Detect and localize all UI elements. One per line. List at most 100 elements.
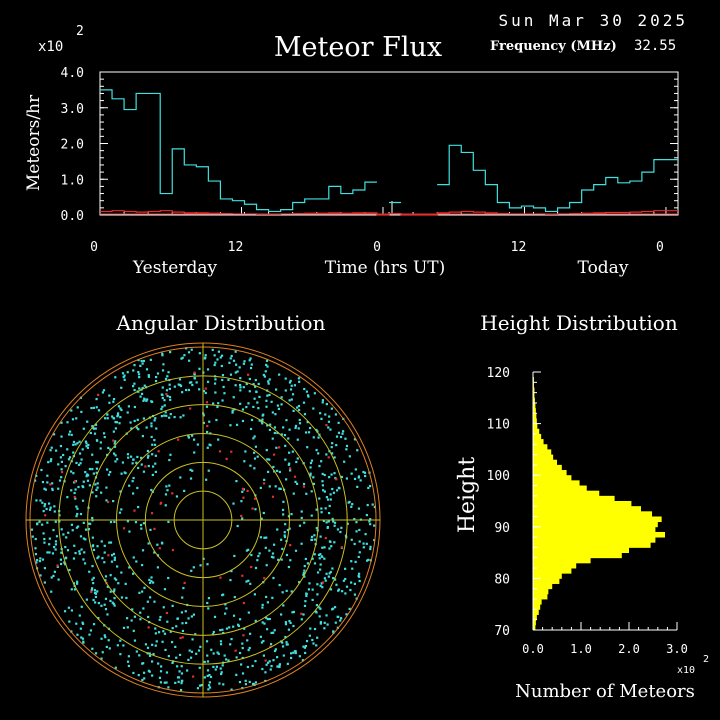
angular-point bbox=[96, 439, 99, 442]
angular-point bbox=[261, 606, 264, 609]
angular-point bbox=[137, 505, 140, 509]
angular-point bbox=[332, 520, 335, 523]
angular-point bbox=[219, 356, 222, 359]
angular-point bbox=[154, 454, 157, 457]
angular-point bbox=[93, 589, 97, 592]
angular-point bbox=[53, 570, 56, 573]
height-ytick-label: 80 bbox=[494, 572, 510, 587]
angular-point bbox=[278, 373, 281, 376]
angular-point bbox=[282, 426, 285, 429]
angular-point bbox=[116, 458, 119, 461]
angular-point bbox=[321, 480, 324, 483]
angular-point bbox=[46, 551, 49, 554]
angular-point bbox=[106, 585, 109, 588]
angular-point bbox=[241, 517, 244, 520]
angular-point bbox=[209, 675, 213, 679]
angular-point bbox=[80, 548, 83, 551]
angular-point bbox=[330, 473, 333, 476]
angular-point bbox=[190, 381, 193, 384]
angular-point bbox=[48, 551, 51, 554]
angular-point bbox=[345, 448, 348, 451]
angular-point-low bbox=[122, 527, 126, 530]
angular-point bbox=[76, 582, 79, 585]
angular-point bbox=[160, 665, 163, 668]
angular-point bbox=[110, 554, 114, 557]
angular-point bbox=[305, 492, 308, 495]
angular-point bbox=[276, 665, 279, 668]
angular-point bbox=[268, 660, 271, 663]
angular-point bbox=[196, 687, 200, 690]
angular-point bbox=[298, 422, 302, 425]
angular-point bbox=[351, 567, 354, 570]
angular-point bbox=[213, 382, 217, 385]
angular-point bbox=[298, 524, 302, 527]
angular-point bbox=[321, 586, 324, 589]
angular-point bbox=[91, 516, 94, 520]
angular-point bbox=[214, 668, 217, 671]
angular-point bbox=[128, 566, 131, 569]
angular-point bbox=[60, 476, 63, 479]
angular-point bbox=[230, 638, 233, 641]
angular-point bbox=[341, 432, 344, 435]
height-bar bbox=[533, 578, 560, 584]
angular-point bbox=[168, 416, 171, 419]
date-label: Sun Mar 30 2025 bbox=[499, 11, 689, 30]
angular-point bbox=[248, 680, 251, 684]
angular-point-low bbox=[241, 487, 244, 490]
angular-point bbox=[68, 433, 71, 436]
angular-point bbox=[187, 351, 191, 354]
angular-point bbox=[306, 446, 309, 449]
angular-point bbox=[94, 652, 98, 655]
angular-point bbox=[331, 487, 334, 491]
angular-point bbox=[137, 370, 140, 374]
angular-point bbox=[129, 455, 133, 458]
angular-point bbox=[368, 520, 371, 523]
angular-point bbox=[268, 458, 271, 461]
angular-point bbox=[228, 361, 231, 364]
angular-point bbox=[365, 513, 368, 517]
angular-point bbox=[68, 620, 71, 623]
angular-point bbox=[147, 374, 150, 377]
angular-point bbox=[206, 380, 210, 383]
angular-point bbox=[39, 557, 42, 560]
angular-point bbox=[187, 435, 190, 438]
angular-point bbox=[72, 472, 75, 475]
angular-point bbox=[203, 660, 206, 664]
angular-point bbox=[371, 503, 374, 506]
angular-point bbox=[103, 435, 106, 439]
angular-point bbox=[187, 436, 191, 439]
angular-point bbox=[290, 398, 293, 401]
flux-ytick-label: 1.0 bbox=[61, 173, 84, 188]
angular-point bbox=[272, 543, 276, 546]
angular-point bbox=[243, 460, 246, 463]
angular-point bbox=[223, 392, 226, 395]
angular-point bbox=[328, 572, 331, 575]
angular-point bbox=[311, 638, 314, 642]
angular-point bbox=[139, 364, 142, 367]
angular-point bbox=[232, 396, 235, 399]
angular-point bbox=[245, 580, 248, 583]
angular-point bbox=[310, 514, 313, 517]
angular-point bbox=[163, 588, 167, 591]
angular-point bbox=[165, 681, 168, 684]
height-multiplier-exponent: 2 bbox=[703, 654, 709, 665]
angular-point bbox=[252, 405, 255, 409]
angular-point bbox=[150, 488, 153, 492]
angular-point bbox=[289, 559, 292, 562]
angular-point bbox=[141, 563, 144, 567]
angular-point bbox=[155, 427, 158, 430]
angular-point bbox=[205, 478, 208, 481]
angular-point bbox=[292, 492, 295, 495]
angular-point bbox=[329, 493, 332, 496]
angular-point bbox=[288, 399, 291, 402]
angular-point bbox=[259, 635, 263, 638]
angular-point-low bbox=[242, 496, 245, 499]
angular-point bbox=[107, 639, 110, 642]
angular-point bbox=[208, 686, 212, 689]
angular-point bbox=[91, 425, 94, 428]
angular-point bbox=[104, 608, 108, 611]
angular-point bbox=[280, 403, 283, 406]
angular-point bbox=[302, 572, 305, 575]
angular-point bbox=[161, 542, 164, 545]
angular-point bbox=[164, 648, 167, 652]
